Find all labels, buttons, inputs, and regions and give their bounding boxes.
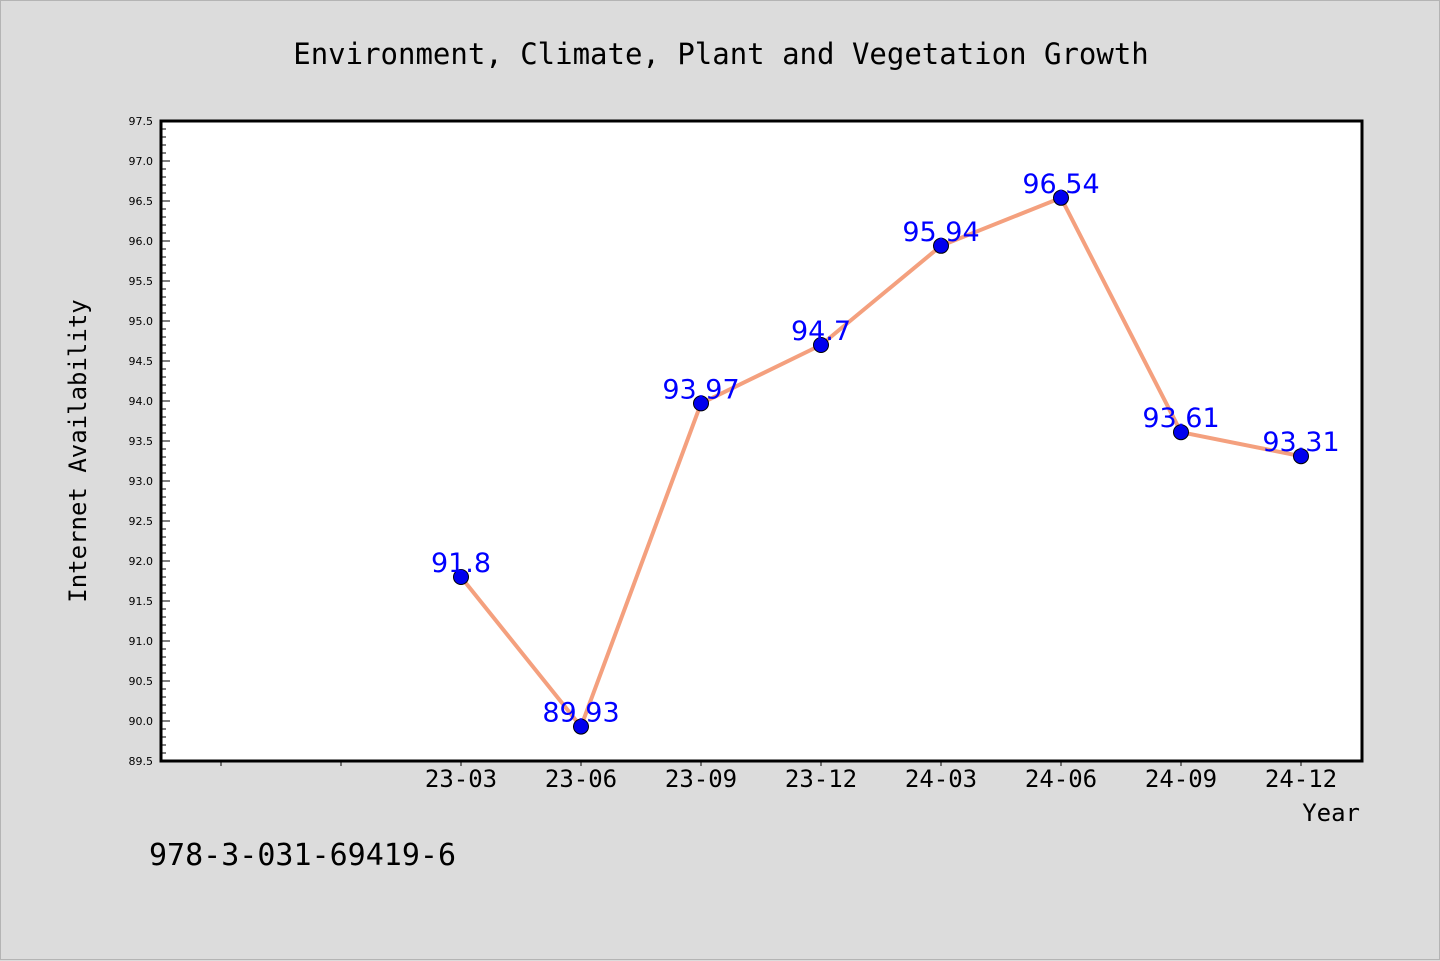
data-label: 93.97 bbox=[662, 374, 739, 405]
x-tick-label: 23-03 bbox=[425, 765, 497, 793]
y-tick-label: 89.5 bbox=[129, 755, 154, 768]
x-tick-label: 23-06 bbox=[545, 765, 617, 793]
x-tick-label: 24-12 bbox=[1265, 765, 1337, 793]
y-tick-label: 97.5 bbox=[129, 115, 154, 128]
y-tick-label: 95.0 bbox=[129, 315, 154, 328]
isbn-text: 978-3-031-69419-6 bbox=[149, 838, 456, 873]
x-tick-label: 23-12 bbox=[785, 765, 857, 793]
data-label: 91.8 bbox=[431, 548, 491, 579]
data-point bbox=[453, 569, 469, 585]
data-point bbox=[573, 718, 589, 735]
x-tick-label: 24-06 bbox=[1025, 765, 1097, 793]
y-tick-label: 96.5 bbox=[129, 195, 154, 208]
x-tick-label: 23-09 bbox=[665, 765, 737, 793]
series-line bbox=[459, 195, 1302, 729]
plot-area bbox=[159, 119, 1364, 763]
data-label: 95.94 bbox=[902, 217, 979, 248]
x-tick-label: 24-09 bbox=[1145, 765, 1217, 793]
y-axis-label: Internet Availability bbox=[64, 299, 92, 602]
y-tick-label: 92.5 bbox=[129, 515, 154, 528]
data-label: 93.61 bbox=[1142, 403, 1219, 434]
y-tick-label: 92.0 bbox=[129, 555, 154, 568]
data-label: 93.31 bbox=[1262, 427, 1339, 458]
data-label: 96.54 bbox=[1022, 169, 1099, 200]
y-tick-label: 96.0 bbox=[129, 235, 154, 248]
chart-title: Environment, Climate, Plant and Vegetati… bbox=[293, 37, 1149, 71]
data-point bbox=[1053, 189, 1069, 206]
series-group: 91.8 89.93 93.97 94.7 95.94 96.54 93.61 93.31 bbox=[431, 169, 1340, 735]
data-point bbox=[1293, 448, 1309, 465]
y-tick-label: 94.0 bbox=[129, 395, 154, 408]
x-axis: 23-03 23-06 23-09 23-12 24-03 24-06 24-09 24-12 bbox=[220, 760, 1337, 793]
y-tick-label: 91.0 bbox=[129, 635, 154, 648]
y-tick-label: 94.5 bbox=[129, 355, 154, 368]
y-axis: 89.5 90.0 90.5 91.0 91.5 92.0 92.5 93.0 93.5 94.0… bbox=[129, 115, 170, 768]
x-axis-label: Year bbox=[1302, 799, 1360, 827]
y-tick-label: 95.5 bbox=[129, 275, 154, 288]
data-point bbox=[933, 237, 949, 254]
data-label: 89.93 bbox=[542, 698, 619, 729]
data-point bbox=[1173, 424, 1189, 441]
y-tick-label: 97.0 bbox=[129, 155, 154, 168]
y-tick-label: 93.0 bbox=[129, 475, 154, 488]
data-point bbox=[813, 337, 829, 353]
data-point bbox=[693, 395, 709, 412]
y-tick-label: 93.5 bbox=[129, 435, 154, 448]
x-tick-label: 24-03 bbox=[905, 765, 977, 793]
y-tick-label: 91.5 bbox=[129, 595, 154, 608]
data-label: 94.7 bbox=[791, 316, 851, 347]
y-tick-label: 90.0 bbox=[129, 715, 154, 728]
y-tick-label: 90.5 bbox=[129, 675, 154, 688]
